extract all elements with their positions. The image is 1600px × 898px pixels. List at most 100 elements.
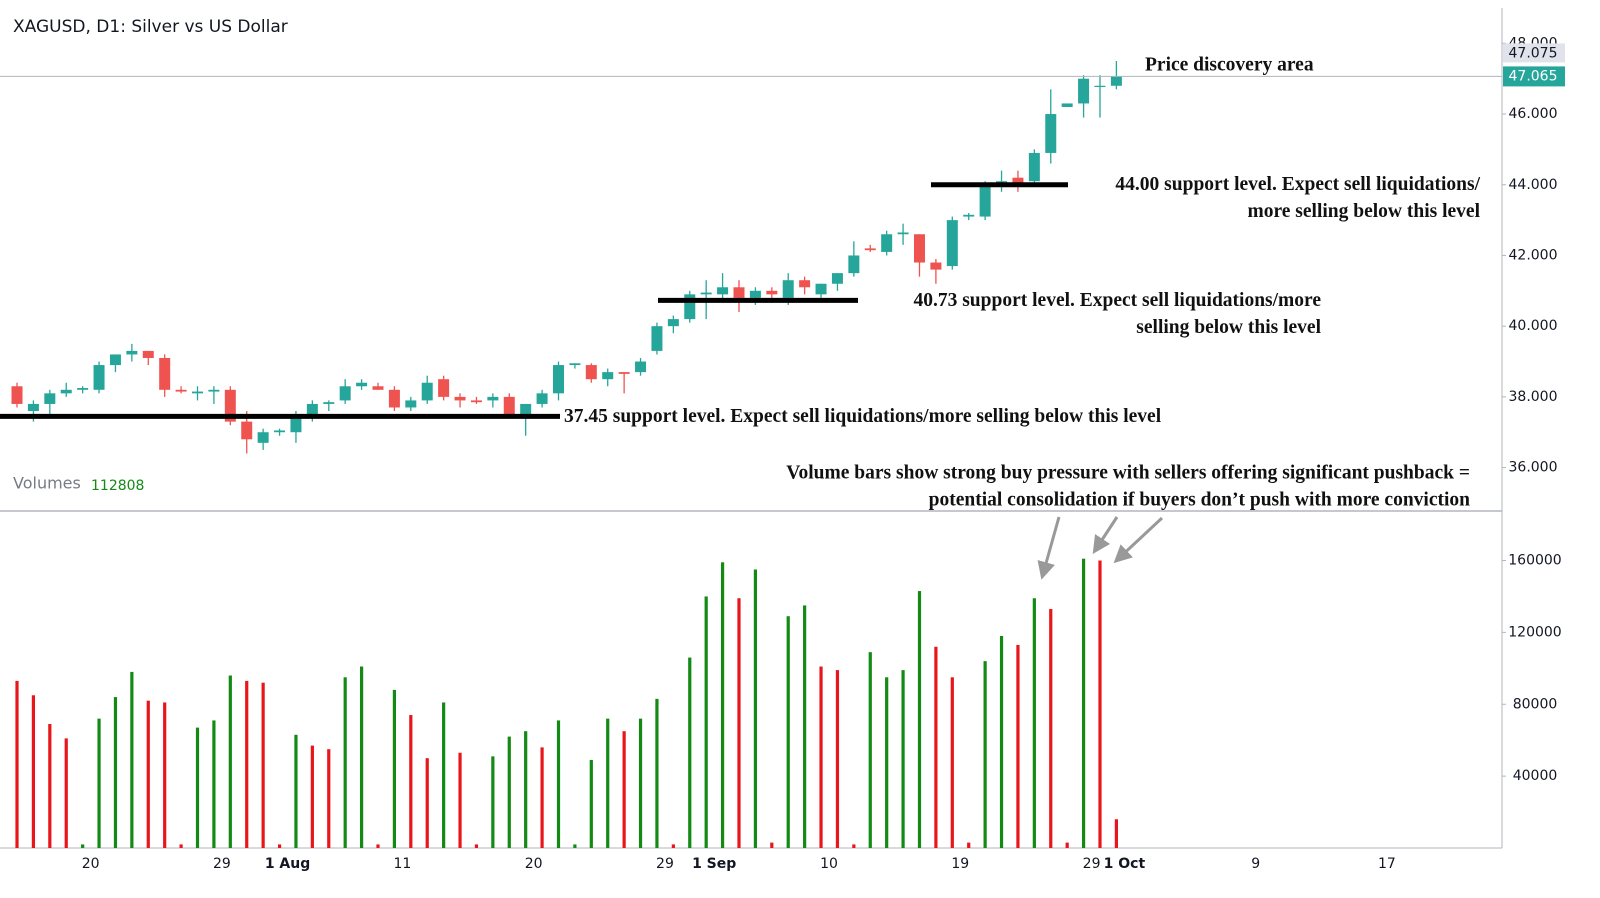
volume-bar bbox=[885, 677, 889, 848]
y-tick-label: 120000 bbox=[1508, 624, 1561, 640]
volume-bar bbox=[934, 646, 938, 848]
volume-bar bbox=[901, 670, 905, 848]
volume-bar bbox=[343, 677, 347, 848]
candle-body bbox=[618, 372, 630, 374]
volume-bar bbox=[409, 715, 413, 848]
candle-body bbox=[27, 403, 39, 412]
volume-bar bbox=[277, 844, 282, 848]
volume-readout: 112808 bbox=[91, 478, 144, 494]
x-tick-label: 29 bbox=[1083, 856, 1101, 872]
volume-bar bbox=[950, 677, 954, 848]
arrow bbox=[1037, 516, 1061, 580]
candle-body bbox=[602, 372, 614, 380]
candle-body bbox=[208, 389, 220, 392]
volume-bar bbox=[606, 718, 610, 848]
y-tick-label: 80000 bbox=[1513, 696, 1558, 712]
volume-bar bbox=[1016, 644, 1020, 848]
candle-body bbox=[487, 396, 499, 401]
volume-bar bbox=[835, 670, 840, 848]
candle-body bbox=[159, 357, 171, 390]
volume-bar bbox=[573, 844, 577, 848]
volume-bar bbox=[97, 718, 101, 848]
volume-bar bbox=[1049, 609, 1053, 848]
volume-bar bbox=[245, 680, 249, 848]
candle-body bbox=[913, 234, 925, 263]
candle-body bbox=[733, 287, 745, 298]
volume-note: Volume bars show strong buy pressure wit… bbox=[786, 462, 1470, 483]
candle-body bbox=[1061, 103, 1073, 107]
support-annotation: 40.73 support level. Expect sell liquida… bbox=[913, 290, 1321, 311]
candle-body bbox=[569, 363, 581, 366]
volume-bar bbox=[442, 702, 446, 848]
annotation: Price discovery area bbox=[1145, 54, 1314, 75]
volume-bar bbox=[1065, 842, 1069, 848]
volume-bar bbox=[195, 727, 200, 848]
volume-bar bbox=[704, 596, 708, 848]
candle-body bbox=[405, 400, 417, 408]
candle-body bbox=[438, 379, 450, 397]
candle-body bbox=[1045, 114, 1057, 153]
candle-body bbox=[192, 391, 204, 394]
candle-body bbox=[454, 396, 466, 401]
candle-body bbox=[864, 248, 876, 251]
candle-body bbox=[1094, 85, 1106, 87]
volume-bar bbox=[228, 675, 232, 848]
volume-bar bbox=[967, 842, 971, 848]
volume-bar bbox=[803, 605, 807, 848]
candle-body bbox=[782, 280, 794, 298]
y-tick-label: 40000 bbox=[1513, 768, 1558, 784]
candle-body bbox=[717, 287, 729, 295]
x-tick-label: 1 Oct bbox=[1104, 856, 1146, 872]
candle-body bbox=[799, 280, 811, 288]
volume-bar bbox=[212, 720, 216, 848]
volume-bar bbox=[540, 747, 544, 848]
volume-bar bbox=[638, 718, 643, 848]
volume-bar bbox=[376, 844, 380, 848]
candle-body bbox=[93, 365, 105, 390]
volume-bar bbox=[868, 652, 872, 848]
y-tick-label: 160000 bbox=[1508, 553, 1561, 569]
volume-bar bbox=[770, 842, 774, 848]
volume-bar bbox=[688, 657, 692, 848]
marker-price-box bbox=[1503, 43, 1565, 63]
x-tick-label: 19 bbox=[951, 856, 969, 872]
candle-body bbox=[175, 389, 187, 392]
volume-bar bbox=[819, 666, 823, 848]
candle-body bbox=[323, 402, 335, 404]
candle-body bbox=[651, 326, 663, 351]
candle-body bbox=[290, 418, 302, 433]
volume-bar bbox=[474, 844, 479, 848]
candle-body bbox=[1078, 78, 1090, 104]
volume-bar bbox=[15, 680, 19, 848]
y-tick-label: 46.000 bbox=[1509, 106, 1558, 122]
candle-body bbox=[11, 386, 23, 404]
candle-body bbox=[142, 350, 154, 358]
candle-body bbox=[520, 403, 532, 419]
volume-bar bbox=[64, 738, 68, 848]
candle-body bbox=[126, 350, 138, 355]
x-tick-label: 17 bbox=[1378, 856, 1396, 872]
x-tick-label: 29 bbox=[213, 856, 231, 872]
volume-bar bbox=[671, 844, 675, 848]
support-annotation: 44.00 support level. Expect sell liquida… bbox=[1115, 174, 1480, 195]
candle-body bbox=[1110, 76, 1122, 86]
candle-body bbox=[979, 184, 991, 217]
candle-body bbox=[274, 430, 286, 433]
candle-body bbox=[946, 220, 958, 267]
volume-label: Volumes bbox=[13, 474, 81, 493]
candle-body bbox=[667, 319, 679, 327]
volume-bar bbox=[261, 682, 265, 848]
candle-body bbox=[635, 361, 647, 373]
candle-body bbox=[881, 234, 893, 252]
volume-bar bbox=[294, 734, 298, 848]
volume-bar bbox=[310, 745, 314, 848]
candle-body bbox=[503, 396, 515, 415]
candle-body bbox=[1012, 177, 1024, 185]
volume-bar bbox=[622, 731, 626, 848]
volume-bar bbox=[179, 844, 183, 848]
candle-body bbox=[930, 262, 942, 270]
volume-bar bbox=[31, 695, 36, 848]
